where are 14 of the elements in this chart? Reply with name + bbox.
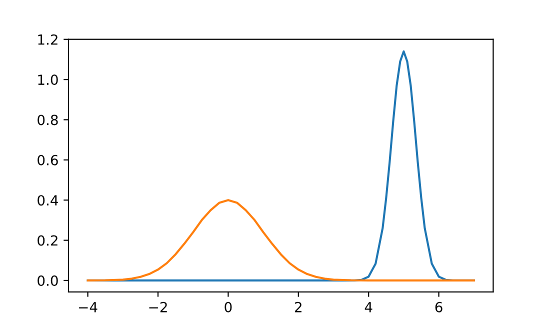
x-tick-label: 6 bbox=[435, 302, 442, 312]
x-tick-label: 0 bbox=[224, 302, 232, 312]
y-tick-label: 0.0 bbox=[38, 275, 58, 286]
x-tick-label: 2 bbox=[295, 302, 302, 312]
x-tick-label: 4 bbox=[364, 302, 372, 312]
y-tick-label: 0.2 bbox=[38, 235, 58, 246]
x-tick-label: −4 bbox=[79, 302, 98, 312]
y-tick-label: 0.6 bbox=[38, 154, 58, 166]
y-tick-label: 1.2 bbox=[38, 34, 58, 45]
y-tick-label: 0.4 bbox=[38, 195, 58, 206]
line-series bbox=[86, 199, 475, 282]
y-tick-label: 1.0 bbox=[38, 74, 58, 86]
y-tick-label: 0.8 bbox=[38, 114, 58, 126]
x-tick-label: −2 bbox=[149, 302, 167, 312]
